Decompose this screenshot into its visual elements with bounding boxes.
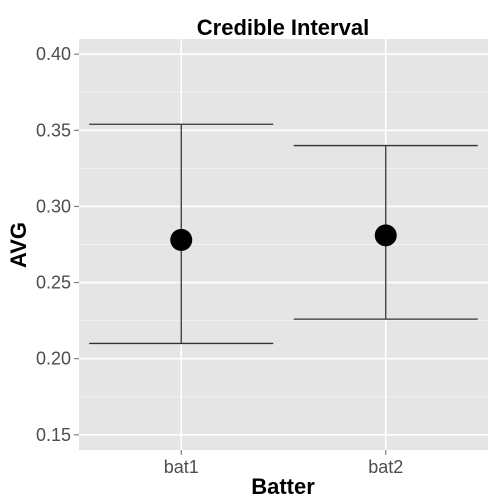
y-tick-label: 0.30 (36, 196, 71, 216)
gridlines (79, 39, 488, 450)
x-tick-label-bat2: bat2 (368, 457, 403, 477)
x-axis-ticks: bat1 bat2 (164, 450, 403, 477)
point-estimate-bat1 (170, 228, 193, 251)
y-tick-label: 0.25 (36, 273, 71, 293)
point-estimate-bat2 (374, 224, 397, 247)
chart-title: Credible Interval (197, 15, 369, 40)
x-axis-title: Batter (251, 474, 315, 499)
y-tick-label: 0.15 (36, 425, 71, 445)
y-axis-title: AVG (6, 222, 31, 268)
x-tick-label-bat1: bat1 (164, 457, 199, 477)
y-tick-label: 0.40 (36, 44, 71, 64)
point-estimates (170, 224, 397, 251)
y-tick-label: 0.35 (36, 120, 71, 140)
y-axis-ticks: 0.15 0.20 0.25 0.30 0.35 0.40 (36, 44, 79, 445)
y-tick-label: 0.20 (36, 349, 71, 369)
